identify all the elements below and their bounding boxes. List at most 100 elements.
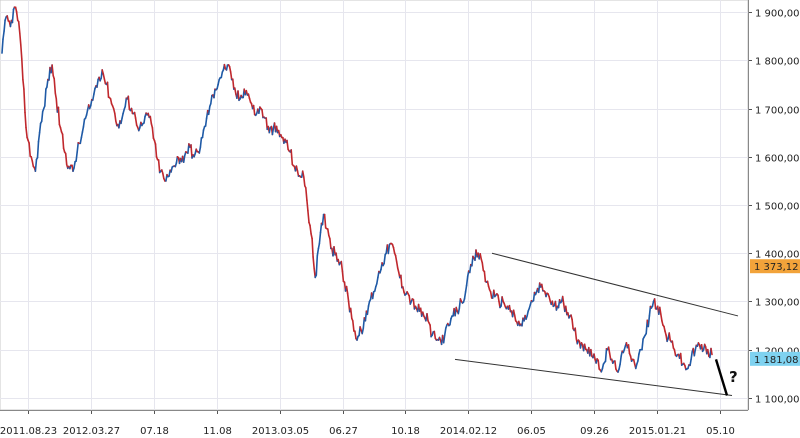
price-segment <box>204 117 208 127</box>
price-segment <box>6 15 10 22</box>
price-segment <box>316 247 320 257</box>
price-segment <box>11 8 15 24</box>
price-segment <box>36 140 40 159</box>
price-segment <box>198 146 202 154</box>
price-segment <box>271 127 275 136</box>
price-segment <box>333 246 336 256</box>
price-segment <box>614 360 617 370</box>
price-segment <box>53 77 57 94</box>
price-segment <box>471 255 474 267</box>
price-segment <box>608 352 612 361</box>
price-segment <box>134 117 138 126</box>
price-segment <box>175 156 179 164</box>
price-segment <box>237 90 240 102</box>
price-segment <box>265 117 269 131</box>
price-segment <box>162 172 165 180</box>
price-segment <box>668 332 672 341</box>
price-segment <box>366 305 370 316</box>
lower-channel-line <box>454 358 733 397</box>
price-segment <box>64 152 68 166</box>
price-segment <box>464 284 468 293</box>
price-segment <box>402 286 405 293</box>
price-segment <box>679 352 683 367</box>
price-segment <box>607 346 611 355</box>
price-segment <box>37 131 41 143</box>
price-segment <box>81 126 85 133</box>
price-segment <box>345 285 349 295</box>
price-segment <box>340 260 344 273</box>
price-segment <box>371 290 375 300</box>
price-segment <box>329 237 332 250</box>
price-segment <box>349 307 353 320</box>
price-segment <box>225 64 229 71</box>
price-segment <box>673 348 677 356</box>
price-segment <box>483 270 487 283</box>
price-segment <box>268 127 272 134</box>
price-segment <box>20 58 24 81</box>
price-segment <box>109 98 113 105</box>
price-segment <box>38 122 42 134</box>
price-segment <box>400 274 403 289</box>
price-segment <box>93 88 96 95</box>
price-segment <box>210 94 213 105</box>
price-segment <box>199 137 203 148</box>
price-segment <box>85 109 89 116</box>
price-segment <box>80 131 84 139</box>
price-segment <box>75 151 78 162</box>
price-segment <box>426 312 429 322</box>
price-segment <box>228 65 232 73</box>
price-segment <box>217 78 220 86</box>
price-segment <box>658 306 662 315</box>
price-segment <box>653 298 657 310</box>
price-segment <box>392 246 396 254</box>
price-segment <box>301 170 305 178</box>
price-segment <box>57 106 61 126</box>
price-segment <box>647 315 651 328</box>
price-segment <box>641 338 644 351</box>
price-segment <box>34 158 38 172</box>
price-segment <box>318 231 322 245</box>
question-mark-annotation: ? <box>729 368 738 386</box>
price-segment <box>79 136 83 145</box>
price-segment <box>383 253 387 265</box>
price-segment <box>321 213 325 226</box>
price-segment <box>2 30 5 41</box>
x-tick-label: 2015.01.21 <box>629 426 686 437</box>
price-segment <box>442 334 446 344</box>
price-segment <box>22 78 25 90</box>
price-segment <box>51 64 55 77</box>
price-segment <box>46 78 49 88</box>
price-segment <box>341 270 345 283</box>
price-marker-box <box>750 351 800 366</box>
price-segment <box>309 224 312 235</box>
price-segment <box>201 129 205 139</box>
price-segment <box>102 73 106 80</box>
price-segment <box>24 111 27 129</box>
price-segment <box>468 263 472 274</box>
x-tick-label: 06.27 <box>329 426 358 437</box>
price-segment <box>304 187 308 201</box>
price-segment <box>583 343 587 351</box>
price-segment <box>234 87 237 95</box>
price-segment <box>106 81 110 98</box>
price-segment <box>508 304 512 313</box>
price-segment <box>315 254 319 276</box>
price-segment <box>220 71 224 79</box>
price-segment <box>207 105 211 116</box>
price-segment <box>319 222 323 234</box>
price-segment <box>335 252 339 262</box>
price-segment <box>302 176 306 187</box>
price-segment <box>17 20 21 35</box>
price-segment <box>693 348 697 357</box>
price-segment <box>637 353 640 362</box>
price-segment <box>149 115 153 125</box>
price-segment <box>306 199 309 212</box>
chart-grid <box>0 0 749 411</box>
price-segment <box>317 242 321 250</box>
price-segment <box>151 127 155 139</box>
price-segment <box>15 11 19 22</box>
price-segment <box>25 126 28 139</box>
price-segment <box>671 340 675 349</box>
price-segment <box>513 314 517 322</box>
upper-channel-line <box>491 252 739 317</box>
